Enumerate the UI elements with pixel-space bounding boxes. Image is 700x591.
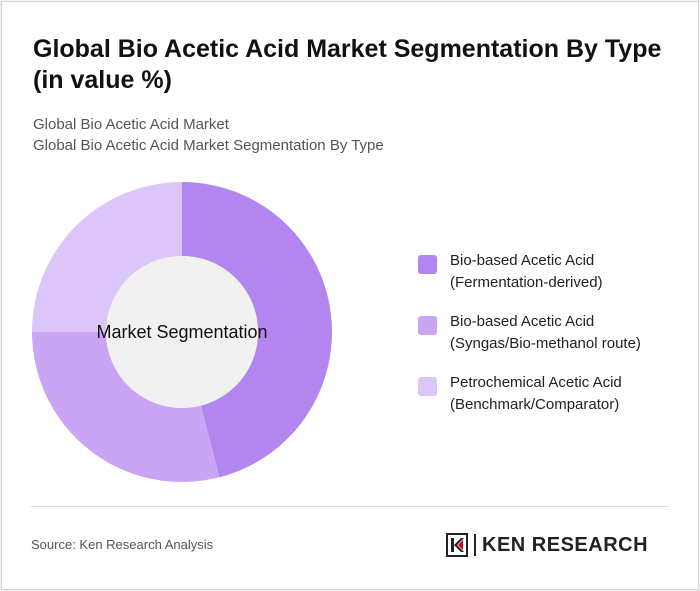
logo-text: KEN RESEARCH bbox=[482, 534, 649, 556]
legend-item: Bio-based Acetic Acid (Fermentation-deri… bbox=[418, 250, 688, 311]
ken-research-logo: KEN RESEARCH bbox=[446, 530, 648, 560]
donut-center-label: Market Segmentation bbox=[96, 322, 267, 342]
chart-title: Global Bio Acetic Acid Market Segmentati… bbox=[33, 35, 662, 94]
breadcrumb-market: Global Bio Acetic Acid Market bbox=[33, 116, 229, 133]
donut-slice bbox=[32, 182, 182, 332]
source-note: Source: Ken Research Analysis bbox=[31, 537, 214, 552]
donut-hole bbox=[106, 256, 258, 408]
logo-mark-icon bbox=[446, 533, 468, 557]
donut-slice bbox=[32, 332, 220, 482]
chart-legend: Bio-based Acetic Acid (Fermentation-deri… bbox=[418, 250, 688, 433]
legend-item: Bio-based Acetic Acid (Syngas/Bio-methan… bbox=[418, 311, 688, 372]
breadcrumb-segmentation: Global Bio Acetic Acid Market Segmentati… bbox=[33, 137, 384, 154]
legend-label: Bio-based Acetic Acid (Fermentation-deri… bbox=[450, 252, 603, 291]
legend-swatch bbox=[418, 316, 437, 335]
legend-item: Petrochemical Acetic Acid (Benchmark/Com… bbox=[418, 372, 688, 433]
logo-separator bbox=[474, 534, 476, 556]
legend-label: Petrochemical Acetic Acid (Benchmark/Com… bbox=[450, 374, 622, 413]
footer-divider bbox=[31, 506, 668, 507]
donut-slices bbox=[32, 182, 332, 482]
legend-swatch bbox=[418, 377, 437, 396]
legend-label: Bio-based Acetic Acid (Syngas/Bio-methan… bbox=[450, 313, 641, 352]
legend-swatch bbox=[418, 255, 437, 274]
donut-slice bbox=[182, 182, 332, 478]
